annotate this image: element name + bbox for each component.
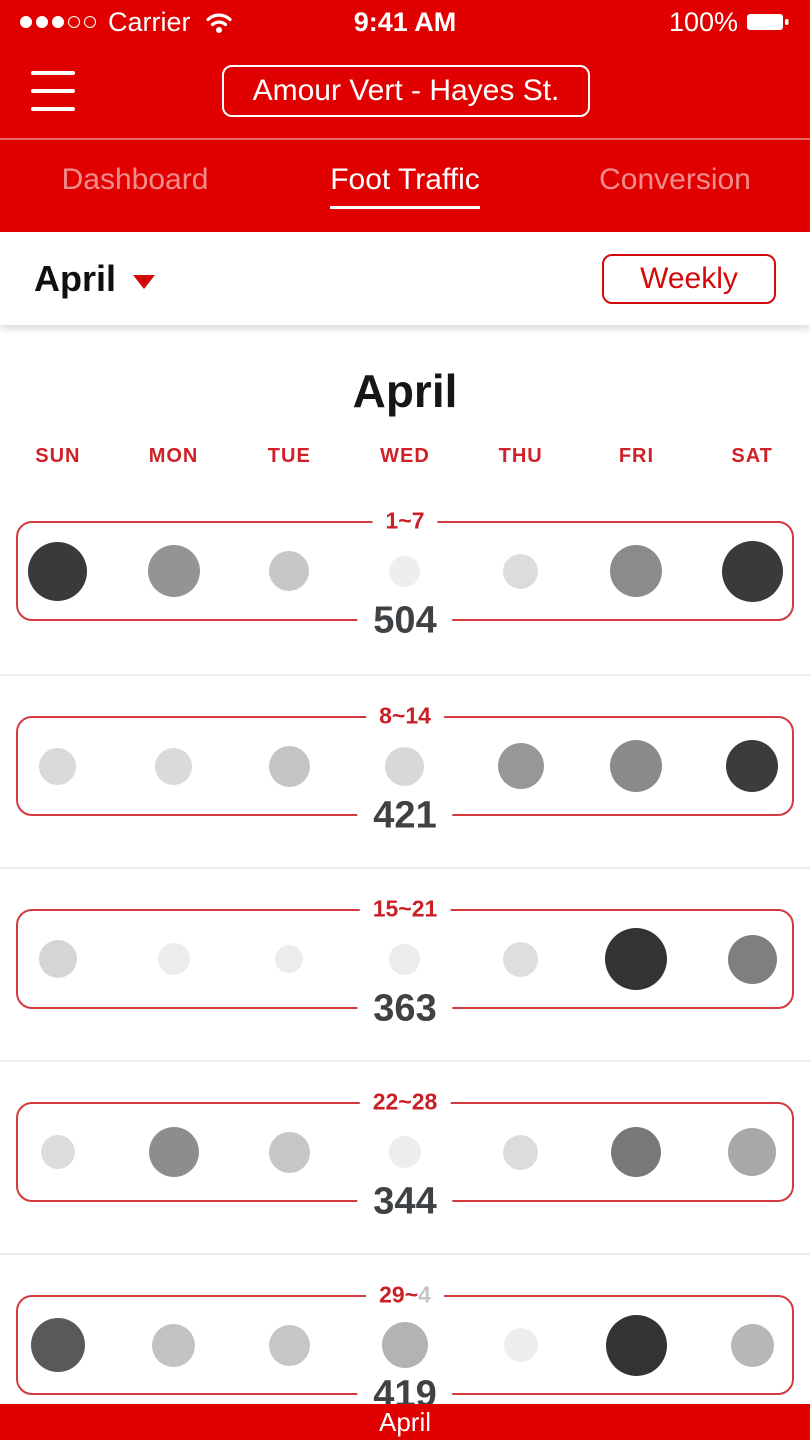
- traffic-dot-thu: [503, 1328, 538, 1362]
- traffic-dot-sun: [39, 747, 77, 785]
- week-range: 8~14: [366, 702, 444, 730]
- tab-foot-traffic[interactable]: Foot Traffic: [270, 163, 540, 209]
- weekly-toggle-button[interactable]: Weekly: [602, 253, 776, 304]
- filter-bar: April Weekly: [0, 232, 810, 325]
- battery-percent: 100%: [668, 6, 738, 37]
- traffic-dot-mon: [147, 545, 200, 597]
- day-header-mon: MON: [148, 445, 199, 467]
- traffic-dot-mon: [155, 747, 193, 785]
- traffic-dot-wed: [389, 555, 421, 587]
- day-header-wed: WED: [380, 445, 430, 467]
- traffic-dot-fri: [611, 1127, 662, 1177]
- tab-label: Foot Traffic: [330, 163, 480, 209]
- carrier-label: Carrier: [108, 6, 191, 37]
- traffic-dot-mon: [152, 1323, 196, 1367]
- traffic-dot-tue: [275, 945, 304, 973]
- week-row[interactable]: 29~4 419: [0, 1253, 810, 1440]
- menu-icon[interactable]: [31, 71, 75, 111]
- week-total: 344: [357, 1180, 453, 1224]
- store-selector-button[interactable]: Amour Vert - Hayes St.: [222, 65, 590, 117]
- month-dropdown[interactable]: April: [34, 257, 156, 300]
- signal-dot: [68, 16, 80, 28]
- week-row[interactable]: 15~21 363: [0, 867, 810, 1060]
- wifi-icon: [203, 9, 235, 35]
- traffic-dot-tue: [268, 1324, 310, 1366]
- day-header-thu: THU: [498, 445, 543, 467]
- week-row[interactable]: 1~7 504: [0, 481, 810, 674]
- signal-dot: [52, 16, 64, 28]
- signal-dot: [84, 16, 96, 28]
- tab-label: Conversion: [599, 163, 751, 196]
- traffic-dot-sat: [726, 740, 779, 792]
- traffic-dot-thu: [503, 1134, 539, 1170]
- calendar-section: April SUN MON TUE WED THU FRI SAT 1~7 504 8~14…: [0, 325, 810, 1440]
- traffic-dot-fri: [605, 928, 668, 990]
- tab-label: Dashboard: [61, 163, 209, 196]
- traffic-dot-wed: [385, 746, 425, 786]
- traffic-dot-sun: [40, 1135, 75, 1169]
- week-range: 15~21: [359, 895, 451, 923]
- traffic-dot-sat: [721, 540, 783, 602]
- traffic-dot-thu: [497, 743, 544, 789]
- clock-time: 9:41 AM: [353, 6, 457, 37]
- traffic-dot-fri: [610, 740, 663, 792]
- next-section-label: April: [378, 1406, 431, 1437]
- traffic-dot-thu: [503, 553, 539, 589]
- traffic-dot-fri: [605, 1314, 667, 1376]
- tab-conversion[interactable]: Conversion: [540, 163, 810, 209]
- traffic-dot-mon: [157, 943, 190, 975]
- weeks: 1~7 504 8~14 421 15~21 363 22~28 344 29~…: [0, 481, 810, 1440]
- day-header-row: SUN MON TUE WED THU FRI SAT: [0, 445, 810, 469]
- nav-header: Amour Vert - Hayes St.: [0, 44, 810, 138]
- week-range: 1~7: [372, 507, 438, 535]
- status-bar: Carrier 9:41 AM 100%: [0, 0, 810, 44]
- caret-down-icon: [133, 274, 156, 289]
- traffic-dot-tue: [268, 1131, 310, 1173]
- traffic-dot-fri: [610, 545, 663, 597]
- week-range: 29~4: [366, 1281, 444, 1309]
- traffic-dot-sat: [728, 1128, 777, 1176]
- week-range: 22~28: [359, 1088, 451, 1116]
- traffic-dot-wed: [389, 943, 421, 975]
- traffic-dot-sun: [30, 1318, 85, 1372]
- week-total: 421: [357, 794, 453, 838]
- traffic-dot-sat: [727, 934, 777, 984]
- traffic-dot-wed: [381, 1322, 428, 1368]
- week-row[interactable]: 22~28 344: [0, 1060, 810, 1253]
- traffic-dot-sun: [28, 541, 88, 601]
- signal-dot: [20, 16, 32, 28]
- traffic-dot-tue: [268, 745, 310, 787]
- week-total: 363: [357, 987, 453, 1031]
- tab-dashboard[interactable]: Dashboard: [0, 163, 270, 209]
- signal-dot: [36, 16, 48, 28]
- next-section-header: April: [0, 1404, 810, 1440]
- day-header-sun: SUN: [35, 445, 81, 467]
- week-row[interactable]: 8~14 421: [0, 674, 810, 867]
- traffic-dot-sat: [730, 1323, 774, 1367]
- calendar-month-title: April: [352, 365, 458, 417]
- day-header-tue: TUE: [267, 445, 311, 467]
- traffic-dot-mon: [148, 1127, 199, 1177]
- day-header-sat: SAT: [731, 445, 773, 467]
- week-total: 504: [357, 599, 453, 643]
- month-dropdown-label: April: [34, 257, 117, 299]
- signal-strength-icon: [20, 16, 96, 28]
- traffic-dot-sun: [38, 940, 77, 978]
- traffic-dot-thu: [503, 941, 539, 977]
- traffic-dot-wed: [388, 1136, 421, 1168]
- battery-icon: [747, 14, 789, 30]
- traffic-dot-tue: [269, 551, 310, 591]
- day-header-fri: FRI: [618, 445, 655, 467]
- tab-bar: Dashboard Foot Traffic Conversion: [0, 138, 810, 232]
